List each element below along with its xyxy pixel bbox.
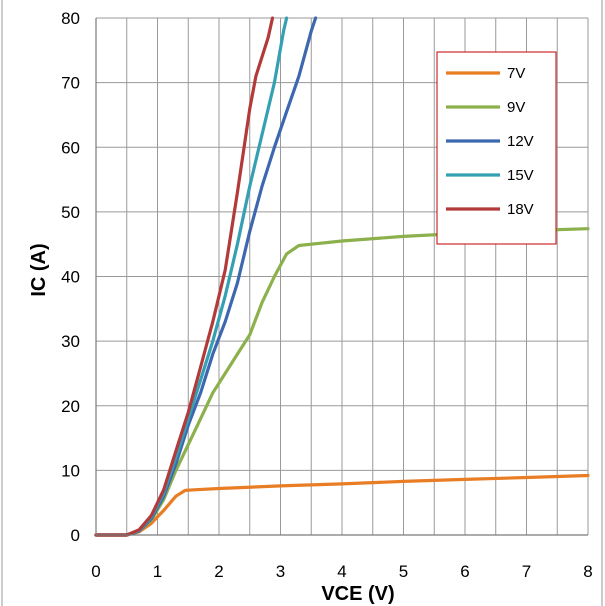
y-axis-title: IC (A) [28,243,50,296]
series-lines [94,16,590,537]
y-tick-label: 80 [61,9,80,28]
series-line-18v [94,16,275,537]
y-tick-label: 30 [61,332,80,351]
x-tick-labels: 0 1 2 3 4 5 6 7 8 [91,562,592,581]
legend-label-15v: 15V [507,167,534,184]
y-tick-label: 10 [61,461,80,480]
x-axis-title: VCE (V) [321,583,394,605]
y-tick-label: 20 [61,397,80,416]
legend-label-7v: 7V [507,65,525,82]
y-tick-labels: 0 10 20 30 40 50 60 70 80 [61,9,80,545]
legend-box [436,51,557,245]
x-tick-label: 4 [337,562,346,581]
x-tick-label: 6 [460,562,469,581]
y-tick-label: 40 [61,268,80,287]
x-tick-label: 7 [522,562,531,581]
axes [95,18,588,536]
legend: 7V 9V 12V 15V 18V [436,51,557,245]
x-tick-label: 5 [399,562,408,581]
legend-label-9v: 9V [507,99,525,116]
legend-label-18v: 18V [507,201,534,218]
x-tick-label: 2 [214,562,223,581]
y-tick-label: 50 [61,203,80,222]
x-tick-label: 1 [153,562,162,581]
x-tick-label: 0 [91,562,100,581]
y-tick-label: 70 [61,74,80,93]
legend-label-12v: 12V [507,133,534,150]
x-tick-label: 3 [276,562,285,581]
y-tick-label: 60 [61,138,80,157]
x-tick-label: 8 [583,562,592,581]
y-tick-label: 0 [71,526,80,545]
